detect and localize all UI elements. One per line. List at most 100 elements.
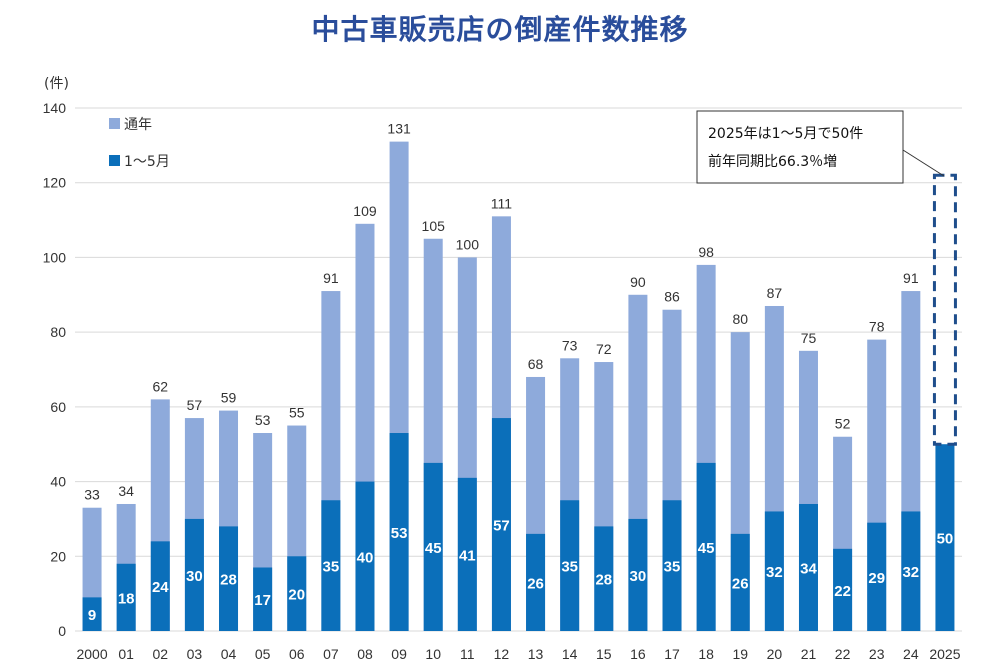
x-tick-label: 17 (664, 646, 680, 662)
x-tick-label: 24 (903, 646, 919, 662)
bar-jan-may (457, 477, 477, 631)
chart-title: 中古車販売店の倒産件数推移 (311, 13, 689, 46)
x-tick-label: 21 (801, 646, 817, 662)
data-label-annual: 98 (698, 244, 714, 260)
data-label-annual: 86 (664, 289, 680, 305)
projection-outline (932, 173, 957, 446)
y-tick-label: 140 (43, 100, 67, 116)
data-label-jan-may: 26 (732, 575, 749, 592)
data-label-jan-may: 34 (800, 560, 817, 577)
bar-jan-may (696, 462, 716, 631)
data-label-annual: 90 (630, 274, 646, 290)
bar-jan-may (935, 444, 955, 631)
data-label-annual: 57 (187, 397, 203, 413)
x-tick-label: 23 (869, 646, 885, 662)
x-tick-label: 01 (118, 646, 134, 662)
bar-jan-may (82, 597, 102, 631)
y-tick-label: 20 (50, 548, 66, 564)
y-tick-label: 80 (50, 324, 66, 340)
data-label-jan-may: 40 (357, 549, 374, 566)
bar-jan-may (389, 433, 409, 631)
bar-jan-may (560, 500, 580, 631)
bar-jan-may (867, 522, 887, 631)
data-label-annual: 105 (422, 218, 446, 234)
x-tick-label: 06 (289, 646, 305, 662)
x-tick-label: 14 (562, 646, 578, 662)
data-label-annual: 75 (801, 330, 817, 346)
data-label-jan-may: 45 (698, 540, 715, 557)
data-label-annual: 59 (221, 390, 237, 406)
bar-jan-may (526, 533, 546, 631)
bar-jan-may (116, 563, 136, 631)
bar-jan-may (798, 503, 818, 631)
data-label-annual: 53 (255, 412, 271, 428)
x-tick-label: 07 (323, 646, 339, 662)
x-tick-label: 09 (391, 646, 407, 662)
data-label-annual: 80 (732, 311, 748, 327)
data-label-jan-may: 50 (937, 531, 954, 548)
bar-jan-may (901, 511, 921, 631)
x-tick-label: 08 (357, 646, 373, 662)
bar-jan-may (355, 481, 375, 631)
callout-line-1: 2025年は1～5月で50件 (708, 126, 863, 142)
bar-jan-may (219, 526, 239, 631)
bar-jan-may (662, 500, 682, 631)
x-tick-label: 03 (187, 646, 203, 662)
x-tick-label: 04 (221, 646, 237, 662)
x-tick-label: 2000 (76, 646, 107, 662)
data-label-annual: 131 (387, 121, 411, 137)
callout-leader-line (902, 149, 945, 177)
y-axis-unit-label: (件) (44, 76, 69, 92)
data-label-jan-may: 53 (391, 525, 408, 542)
bar-jan-may (730, 533, 750, 631)
data-label-annual: 100 (456, 236, 480, 252)
x-tick-label: 18 (698, 646, 714, 662)
bar-jan-may (321, 500, 341, 631)
y-tick-label: 0 (58, 623, 66, 639)
data-label-jan-may: 35 (664, 559, 681, 576)
bar-jan-may (833, 548, 853, 631)
legend-swatch-jan-may (109, 155, 120, 166)
data-label-jan-may: 30 (630, 568, 647, 585)
bar-jan-may (764, 511, 784, 631)
data-label-annual: 55 (289, 405, 305, 421)
data-label-annual: 91 (903, 270, 919, 286)
data-label-jan-may: 22 (834, 583, 851, 600)
bar-jan-may (423, 462, 443, 631)
y-tick-label: 120 (43, 175, 67, 191)
x-tick-label: 02 (152, 646, 168, 662)
y-tick-label: 40 (50, 474, 66, 490)
legend-label-annual: 通年 (124, 117, 152, 133)
bar-jan-may (491, 418, 511, 631)
data-label-jan-may: 29 (868, 570, 885, 587)
data-label-annual: 34 (118, 483, 134, 499)
x-tick-label: 22 (835, 646, 851, 662)
data-label-annual: 62 (152, 378, 168, 394)
data-label-jan-may: 17 (254, 592, 271, 609)
data-label-jan-may: 20 (288, 587, 305, 604)
bar-jan-may (628, 518, 648, 631)
x-tick-label: 15 (596, 646, 612, 662)
legend-label-jan-may: 1～5月 (124, 154, 170, 170)
data-label-annual: 87 (767, 285, 783, 301)
x-tick-label: 16 (630, 646, 646, 662)
data-label-jan-may: 28 (220, 572, 237, 589)
bar-jan-may (287, 556, 307, 631)
bar-jan-may (150, 541, 170, 631)
data-label-annual: 73 (562, 337, 578, 353)
x-tick-label: 11 (460, 646, 475, 662)
data-label-jan-may: 18 (118, 590, 135, 607)
callout-line-2: 前年同期比66.3％増 (708, 153, 837, 170)
data-label-jan-may: 9 (88, 607, 96, 624)
bar-jan-may (594, 526, 614, 631)
x-tick-label: 05 (255, 646, 271, 662)
data-label-jan-may: 32 (902, 564, 919, 581)
data-label-annual: 72 (596, 341, 612, 357)
data-label-jan-may: 35 (561, 559, 578, 576)
y-tick-label: 60 (50, 399, 66, 415)
data-label-annual: 33 (84, 487, 100, 503)
x-tick-label: 10 (425, 646, 441, 662)
data-label-jan-may: 24 (152, 579, 169, 596)
